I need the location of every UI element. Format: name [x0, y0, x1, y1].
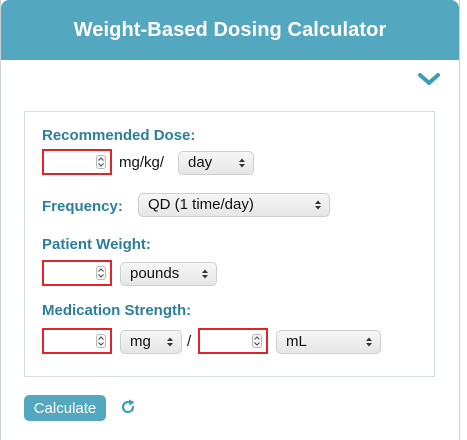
refresh-icon[interactable] [119, 398, 137, 416]
frequency-select[interactable]: QD (1 time/day) [138, 193, 330, 217]
dose-input[interactable] [42, 149, 112, 175]
stepper-arrows-icon[interactable] [252, 334, 262, 348]
strength-separator: / [187, 333, 192, 350]
dose-label: Recommended Dose: [42, 127, 196, 144]
form-panel: Recommended Dose: mg/kg/ day Frequency: … [24, 111, 435, 377]
select-arrows-icon [239, 158, 245, 168]
strength-amount-unit-select[interactable]: mg [120, 330, 182, 354]
widget-header: Weight-Based Dosing Calculator [1, 0, 459, 60]
calculate-button[interactable]: Calculate [24, 395, 106, 421]
dose-unit-text: mg/kg/ [119, 154, 165, 171]
strength-label: Medication Strength: [42, 302, 192, 319]
strength-volume-unit-select[interactable]: mL [276, 330, 381, 354]
select-arrows-icon [202, 269, 208, 279]
weight-input[interactable] [42, 260, 112, 286]
weight-label: Patient Weight: [42, 236, 151, 253]
chevron-down-icon[interactable] [417, 70, 441, 88]
frequency-label: Frequency: [42, 198, 123, 215]
strength-volume-input[interactable] [198, 328, 268, 354]
select-arrows-icon [167, 337, 173, 347]
select-arrows-icon [366, 337, 372, 347]
dose-period-select[interactable]: day [178, 151, 254, 175]
weight-unit-select[interactable]: pounds [120, 262, 217, 286]
stepper-arrows-icon[interactable] [96, 334, 106, 348]
widget-title: Weight-Based Dosing Calculator [73, 18, 387, 41]
stepper-arrows-icon[interactable] [96, 155, 106, 169]
select-arrows-icon [315, 200, 321, 210]
stepper-arrows-icon[interactable] [96, 266, 106, 280]
strength-amount-input[interactable] [42, 328, 112, 354]
